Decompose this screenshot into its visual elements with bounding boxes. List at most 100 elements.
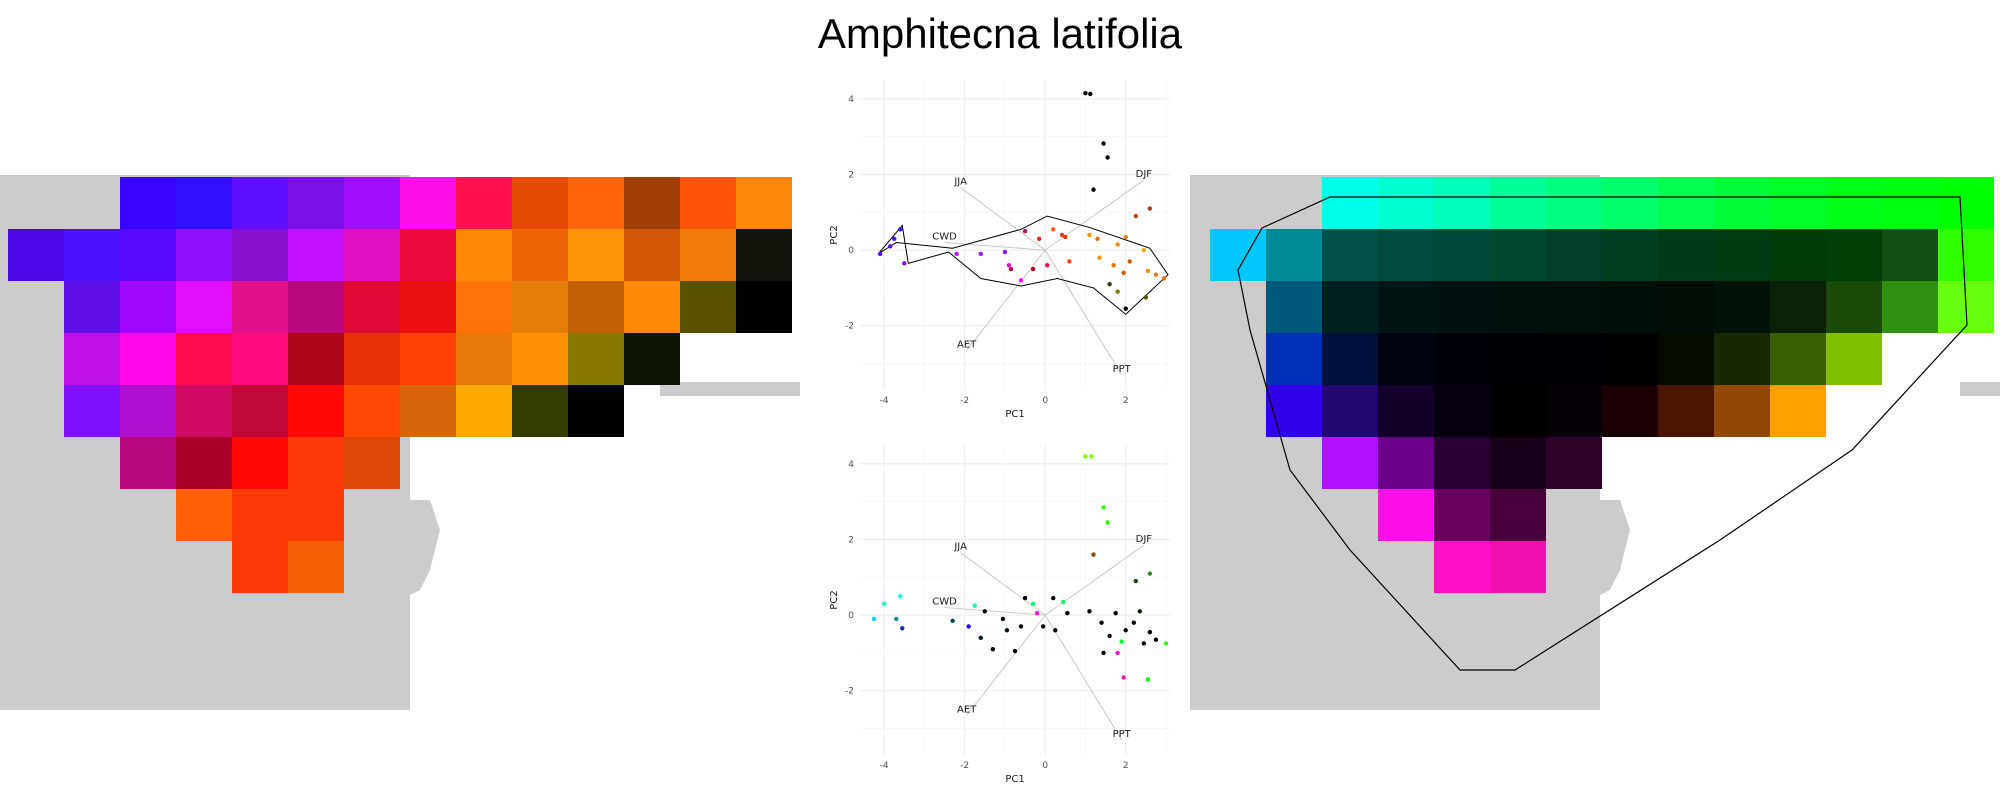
data-point — [1147, 629, 1153, 635]
data-point — [1143, 295, 1149, 300]
grid-cell — [1770, 281, 1826, 333]
grid-cell — [400, 333, 456, 385]
data-point — [1153, 272, 1159, 277]
left-color-map — [0, 175, 800, 710]
x-tick-label: -4 — [880, 396, 889, 406]
data-point — [990, 646, 996, 652]
grid-cell — [624, 177, 680, 229]
loading-vector — [1044, 249, 1123, 376]
data-point — [966, 624, 971, 629]
grid-cell — [344, 385, 400, 437]
data-point — [1088, 91, 1093, 97]
data-point — [1147, 571, 1153, 576]
grid-cell — [1826, 281, 1882, 333]
grid-cell — [1378, 385, 1434, 437]
y-tick-label: 2 — [848, 536, 854, 546]
grid-cell — [1434, 385, 1490, 437]
grid-cell — [400, 229, 456, 281]
data-point — [1091, 552, 1096, 557]
data-point — [1105, 520, 1110, 525]
grid-cell — [1602, 333, 1658, 385]
data-point — [894, 616, 899, 622]
x-axis-label: PC1 — [1005, 774, 1024, 785]
vector-label: DJF — [1136, 534, 1153, 545]
data-point — [1097, 255, 1102, 260]
data-point — [1133, 578, 1138, 584]
grid-cell — [120, 229, 176, 281]
data-point — [1127, 259, 1132, 264]
data-point — [1145, 268, 1151, 274]
grid-cell — [1490, 281, 1546, 333]
grid-cell — [1434, 281, 1490, 333]
grid-cell — [1490, 333, 1546, 385]
data-point — [978, 635, 983, 641]
grid-cell — [288, 333, 344, 385]
grid-cell — [232, 437, 288, 489]
data-point — [1006, 263, 1012, 268]
grid-cell — [344, 333, 400, 385]
data-point — [892, 236, 897, 241]
grid-cell — [456, 229, 512, 281]
grid-cell — [568, 177, 624, 229]
grid-cell — [120, 333, 176, 385]
grid-cell — [1658, 333, 1714, 385]
data-point — [1115, 242, 1120, 247]
data-point — [1087, 232, 1092, 238]
grid-cell — [1490, 541, 1546, 593]
data-point — [1113, 611, 1118, 616]
y-tick-label: 0 — [848, 611, 854, 621]
grid-cell — [1602, 177, 1658, 229]
data-point — [1061, 599, 1066, 605]
data-point — [1045, 263, 1050, 268]
x-tick-label: -2 — [960, 396, 969, 406]
data-point — [1123, 628, 1128, 633]
vector-label: AET — [957, 704, 977, 715]
data-point — [978, 251, 983, 257]
data-point — [1091, 187, 1096, 192]
grid-cell — [1882, 177, 1938, 229]
data-point — [1002, 249, 1008, 255]
grid-cell — [1714, 333, 1770, 385]
grid-cell — [1490, 177, 1546, 229]
grid-cell — [1490, 489, 1546, 541]
grid-cell — [232, 489, 288, 541]
data-point — [877, 251, 883, 257]
data-point — [1163, 641, 1169, 646]
data-point — [1067, 259, 1072, 264]
data-point — [1059, 232, 1065, 238]
grid-cell — [344, 437, 400, 489]
grid-cell — [1602, 229, 1658, 281]
data-point — [1030, 266, 1036, 272]
data-point — [1008, 266, 1014, 272]
vector-label: CWD — [932, 597, 957, 608]
data-point — [898, 594, 903, 599]
grid-cell — [1378, 177, 1434, 229]
vector-label: PPT — [1113, 364, 1132, 375]
data-point — [1111, 263, 1116, 268]
x-tick-label: 0 — [1042, 761, 1048, 771]
vector-label: JJA — [953, 177, 967, 188]
data-point — [1004, 628, 1010, 633]
grid-cell — [1434, 333, 1490, 385]
data-point — [1030, 601, 1036, 606]
grid-cell — [1546, 177, 1602, 229]
loading-vector — [1044, 544, 1145, 616]
grid-cell — [1490, 229, 1546, 281]
data-point — [1121, 270, 1126, 276]
grid-cell — [232, 541, 288, 593]
grid-cell — [1938, 229, 1994, 281]
data-point — [898, 227, 903, 232]
data-point — [1133, 213, 1138, 219]
x-tick-label: -4 — [880, 761, 889, 771]
grid-cell — [568, 281, 624, 333]
grid-cell — [1434, 229, 1490, 281]
grid-cell — [288, 489, 344, 541]
grid-cell — [1266, 385, 1322, 437]
grid-cell — [232, 281, 288, 333]
loading-vector — [966, 614, 1046, 716]
grid-cell — [1322, 333, 1378, 385]
grid-cell — [1714, 229, 1770, 281]
data-point — [1087, 609, 1092, 614]
grid-cell — [1322, 177, 1378, 229]
grid-cell — [456, 385, 512, 437]
